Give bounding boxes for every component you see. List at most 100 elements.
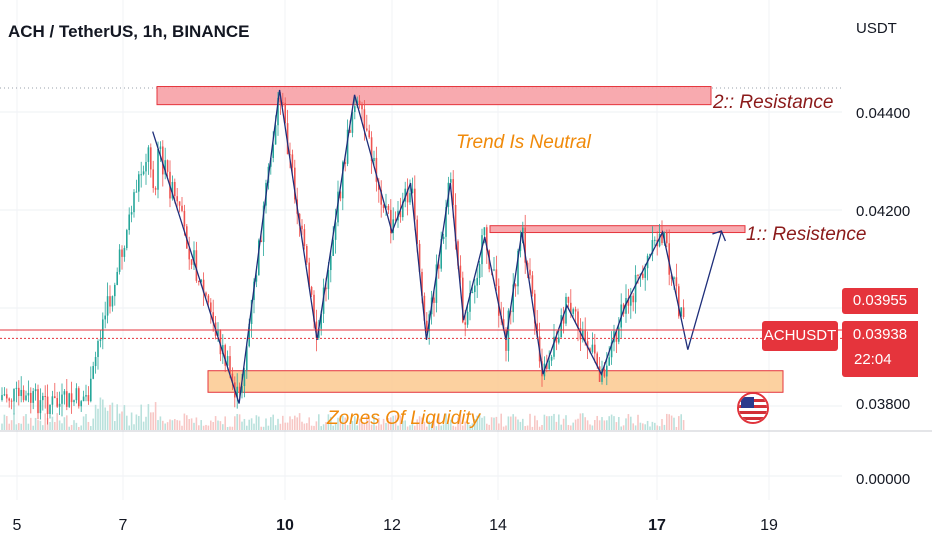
candle-body <box>80 401 82 407</box>
volume-bar <box>574 419 577 430</box>
candle-body <box>354 106 356 113</box>
candle-body <box>224 345 226 366</box>
volume-bar <box>378 418 380 430</box>
liquidity-zone[interactable] <box>207 370 784 393</box>
candle-body <box>370 137 373 161</box>
candle-body <box>294 167 296 200</box>
candle-body <box>22 389 25 401</box>
volume-bar <box>682 420 685 430</box>
volume-bar <box>363 423 366 430</box>
candle-body <box>138 174 140 192</box>
candle-body <box>560 315 562 338</box>
candle-body <box>30 392 32 403</box>
candle-body <box>394 219 397 221</box>
volume-bar <box>82 416 85 430</box>
resistance-zone-1[interactable] <box>489 225 746 234</box>
high-price-tag: 0.03955 <box>842 288 918 314</box>
time-tick-label: 10 <box>276 517 294 534</box>
volume-bar <box>80 425 82 430</box>
volume-bar <box>306 423 308 430</box>
volume-bar <box>426 426 428 430</box>
candle-body <box>20 389 22 397</box>
candle-body <box>1 395 3 400</box>
volume-bar <box>109 404 111 430</box>
candle-body <box>358 100 361 106</box>
time-tick-label: 5 <box>13 517 22 534</box>
volume-bar <box>618 416 620 430</box>
candle-body <box>577 311 579 329</box>
volume-bar <box>162 420 164 430</box>
candle-body <box>286 123 289 155</box>
volume-bar <box>92 418 94 430</box>
volume-bar <box>39 420 42 430</box>
volume-bar <box>138 415 140 430</box>
us-flag-icon[interactable] <box>737 392 769 424</box>
candle-body <box>238 386 241 393</box>
volume-bar <box>56 413 58 430</box>
volume-bar <box>675 426 678 430</box>
candle-body <box>114 284 116 297</box>
time-axis[interactable]: 5 7 10 12 14 17 19 <box>13 517 778 534</box>
candle-body <box>306 246 308 263</box>
volume-bar <box>534 415 536 430</box>
volume-bar <box>514 416 517 430</box>
zigzag-pattern-line[interactable] <box>152 89 723 404</box>
candle-body <box>634 274 637 303</box>
volume-bar <box>284 422 286 430</box>
volume-bar <box>423 421 426 430</box>
candle-body <box>462 277 464 323</box>
candle-body <box>668 243 670 275</box>
candle-body <box>390 209 392 234</box>
candle-body <box>505 330 507 351</box>
volume-bar <box>128 425 130 430</box>
candle-body <box>519 243 522 251</box>
volume-bar <box>104 407 106 430</box>
volume-bar <box>670 415 673 430</box>
candle-body <box>589 348 591 352</box>
volume-bar <box>466 423 469 430</box>
resistance-1-label: 1:: Resistence <box>746 224 866 245</box>
volume-bar <box>582 413 584 430</box>
volume-bar <box>183 413 186 430</box>
candle-body <box>344 162 346 164</box>
volume-bar <box>375 425 378 430</box>
volume-bar <box>51 416 54 430</box>
volume-bar <box>207 425 210 430</box>
volume-bar <box>296 417 298 430</box>
volume-bar <box>106 410 109 430</box>
volume-bar <box>632 423 634 430</box>
last-price-line <box>0 329 842 339</box>
time-tick-label: 7 <box>119 517 128 534</box>
volume-bar <box>531 426 534 430</box>
candle-body <box>210 302 212 313</box>
candle-body <box>68 393 70 407</box>
volume-bar <box>61 423 63 430</box>
candle-body <box>435 264 438 303</box>
volume-bar <box>176 420 178 430</box>
projection-arrowhead <box>712 230 727 242</box>
volume-bar <box>507 416 510 430</box>
price-axis[interactable]: 0.04400 0.04200 0.03800 0.00000 <box>856 105 910 488</box>
volume-bar <box>174 419 176 430</box>
candle-body <box>392 219 394 234</box>
volume-bar <box>615 422 618 430</box>
volume-bar <box>255 415 258 430</box>
volume-bar <box>584 417 586 430</box>
resistance-zone-2[interactable] <box>156 86 712 106</box>
volume-bar <box>452 425 454 430</box>
candle-body <box>654 239 656 241</box>
candle-body <box>680 307 682 317</box>
candle-body <box>198 280 200 283</box>
volume-bar <box>66 415 68 430</box>
candle-body <box>406 188 409 203</box>
volume-bar <box>301 421 303 430</box>
candle-body <box>423 295 426 321</box>
price-tick-label: 0.00000 <box>856 471 910 488</box>
candle-body <box>584 330 586 342</box>
candle-body <box>682 307 685 318</box>
volume-bar <box>495 416 498 430</box>
volume-bar <box>260 426 262 430</box>
candle-body <box>106 296 109 316</box>
volume-bar <box>114 421 116 430</box>
